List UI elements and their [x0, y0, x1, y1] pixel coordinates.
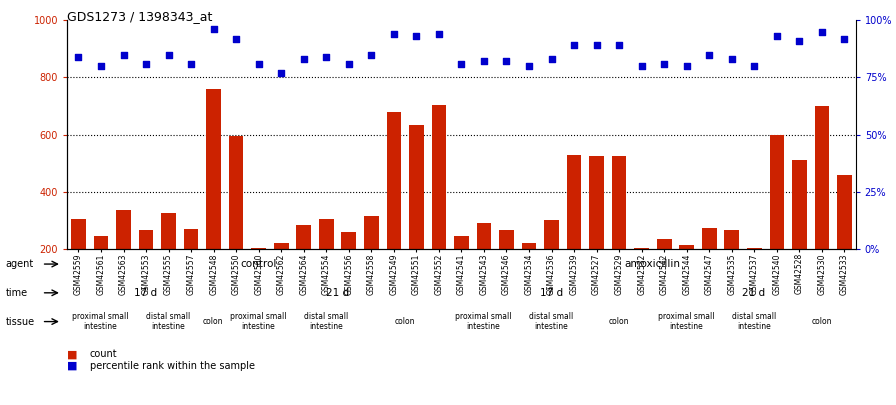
- Point: [364, 51, 378, 58]
- Bar: [499, 230, 513, 306]
- Point: [297, 56, 311, 62]
- Point: [161, 51, 176, 58]
- Bar: [454, 236, 469, 306]
- Text: tissue: tissue: [5, 317, 35, 326]
- Point: [206, 26, 220, 33]
- Bar: [139, 230, 153, 306]
- Bar: [792, 160, 806, 306]
- Bar: [747, 247, 762, 306]
- Text: agent: agent: [5, 259, 34, 269]
- Point: [567, 42, 582, 49]
- Bar: [770, 134, 784, 306]
- Text: 17 d: 17 d: [134, 288, 157, 298]
- Point: [634, 63, 649, 69]
- Point: [387, 31, 401, 37]
- Bar: [521, 243, 537, 306]
- Text: proximal small
intestine: proximal small intestine: [455, 312, 512, 331]
- Point: [770, 33, 784, 40]
- Text: amoxicillin: amoxicillin: [625, 259, 680, 269]
- Text: ■: ■: [67, 361, 78, 371]
- Point: [814, 28, 829, 35]
- Point: [139, 60, 153, 67]
- Point: [612, 42, 626, 49]
- Bar: [228, 136, 244, 306]
- Bar: [184, 229, 198, 306]
- Point: [657, 60, 671, 67]
- Bar: [274, 243, 289, 306]
- Bar: [297, 225, 311, 306]
- Bar: [319, 219, 333, 306]
- Bar: [544, 220, 559, 306]
- Text: colon: colon: [394, 317, 415, 326]
- Point: [319, 53, 333, 60]
- Text: proximal small
intestine: proximal small intestine: [73, 312, 129, 331]
- Text: colon: colon: [811, 317, 831, 326]
- Point: [409, 33, 424, 40]
- Bar: [634, 247, 649, 306]
- Point: [545, 56, 559, 62]
- Bar: [590, 156, 604, 306]
- Bar: [116, 211, 131, 306]
- Point: [747, 63, 762, 69]
- Bar: [386, 112, 401, 306]
- Point: [94, 63, 108, 69]
- Text: colon: colon: [608, 317, 629, 326]
- Text: distal small
intestine: distal small intestine: [146, 312, 190, 331]
- Point: [454, 60, 469, 67]
- Bar: [567, 155, 582, 306]
- Bar: [206, 89, 221, 306]
- Bar: [341, 232, 356, 306]
- Bar: [612, 156, 626, 306]
- Text: distal small
intestine: distal small intestine: [732, 312, 776, 331]
- Point: [184, 60, 198, 67]
- Point: [499, 58, 513, 65]
- Bar: [364, 216, 379, 306]
- Text: proximal small
intestine: proximal small intestine: [658, 312, 714, 331]
- Point: [116, 51, 131, 58]
- Text: distal small
intestine: distal small intestine: [529, 312, 573, 331]
- Text: time: time: [5, 288, 28, 298]
- Text: 21 d: 21 d: [325, 288, 349, 298]
- Point: [274, 70, 289, 76]
- Point: [477, 58, 491, 65]
- Point: [72, 53, 86, 60]
- Point: [229, 35, 244, 42]
- Point: [432, 31, 446, 37]
- Bar: [94, 236, 108, 306]
- Text: 21 d: 21 d: [742, 288, 765, 298]
- Text: colon: colon: [202, 317, 223, 326]
- Bar: [814, 106, 829, 306]
- Bar: [679, 245, 694, 306]
- Point: [725, 56, 739, 62]
- Text: GDS1273 / 1398343_at: GDS1273 / 1398343_at: [67, 10, 212, 23]
- Point: [252, 60, 266, 67]
- Text: percentile rank within the sample: percentile rank within the sample: [90, 361, 254, 371]
- Point: [792, 38, 806, 44]
- Bar: [409, 125, 424, 306]
- Bar: [702, 228, 717, 306]
- Text: ■: ■: [67, 350, 78, 359]
- Text: 17 d: 17 d: [539, 288, 563, 298]
- Point: [521, 63, 536, 69]
- Text: count: count: [90, 350, 117, 359]
- Text: distal small
intestine: distal small intestine: [304, 312, 348, 331]
- Bar: [71, 219, 86, 306]
- Text: control: control: [240, 259, 277, 269]
- Point: [679, 63, 694, 69]
- Bar: [432, 104, 446, 306]
- Bar: [161, 213, 176, 306]
- Point: [837, 35, 851, 42]
- Bar: [477, 223, 491, 306]
- Bar: [657, 239, 671, 306]
- Bar: [252, 247, 266, 306]
- Point: [341, 60, 356, 67]
- Point: [590, 42, 604, 49]
- Point: [702, 51, 717, 58]
- Text: proximal small
intestine: proximal small intestine: [230, 312, 287, 331]
- Bar: [725, 230, 739, 306]
- Bar: [837, 175, 852, 306]
